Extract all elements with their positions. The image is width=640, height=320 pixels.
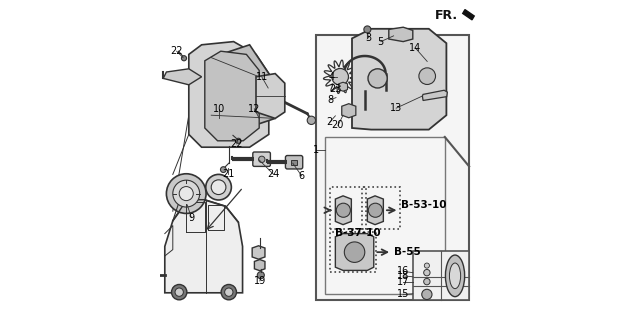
- Text: 13: 13: [390, 103, 403, 113]
- Polygon shape: [165, 200, 243, 293]
- Text: 3: 3: [365, 33, 372, 43]
- Circle shape: [179, 187, 193, 201]
- Circle shape: [175, 288, 184, 296]
- Circle shape: [172, 284, 187, 300]
- Circle shape: [364, 26, 371, 33]
- Polygon shape: [335, 196, 351, 225]
- Text: 10: 10: [213, 104, 225, 114]
- Text: 8: 8: [327, 95, 333, 105]
- Circle shape: [337, 203, 351, 217]
- Polygon shape: [367, 196, 383, 225]
- Bar: [325, 137, 445, 294]
- Circle shape: [221, 284, 237, 300]
- Ellipse shape: [445, 255, 465, 297]
- Text: 1: 1: [313, 145, 319, 156]
- FancyBboxPatch shape: [253, 152, 270, 166]
- Polygon shape: [339, 82, 348, 91]
- Circle shape: [257, 272, 264, 279]
- Text: 9: 9: [188, 212, 195, 223]
- Bar: [330, 232, 376, 272]
- Circle shape: [419, 68, 435, 84]
- Text: 24: 24: [268, 169, 280, 180]
- Circle shape: [307, 116, 316, 124]
- Circle shape: [225, 288, 233, 296]
- Text: 14: 14: [409, 43, 422, 53]
- Circle shape: [424, 263, 429, 268]
- Polygon shape: [211, 45, 275, 131]
- Circle shape: [424, 269, 430, 276]
- Text: 2: 2: [326, 117, 333, 127]
- Text: 15: 15: [397, 289, 410, 300]
- Text: 6: 6: [299, 171, 305, 181]
- Polygon shape: [335, 234, 374, 270]
- Text: 17: 17: [397, 276, 410, 287]
- FancyBboxPatch shape: [285, 156, 303, 169]
- Circle shape: [173, 180, 200, 207]
- Circle shape: [211, 180, 226, 195]
- Bar: [413, 251, 468, 300]
- Circle shape: [259, 156, 265, 163]
- Text: B-37-10: B-37-10: [335, 228, 380, 238]
- Circle shape: [422, 289, 432, 300]
- Circle shape: [236, 138, 241, 143]
- Polygon shape: [352, 29, 447, 130]
- Circle shape: [332, 68, 349, 85]
- Polygon shape: [422, 90, 447, 100]
- Text: 11: 11: [255, 72, 268, 82]
- Bar: [291, 160, 297, 165]
- Text: 16: 16: [397, 266, 410, 276]
- Polygon shape: [189, 42, 269, 147]
- Circle shape: [220, 167, 227, 172]
- Text: 5: 5: [378, 36, 384, 47]
- Circle shape: [206, 174, 232, 200]
- Bar: [362, 187, 400, 229]
- Circle shape: [369, 203, 383, 217]
- Text: FR.: FR.: [435, 9, 458, 21]
- Polygon shape: [205, 51, 259, 141]
- Polygon shape: [256, 74, 285, 118]
- Polygon shape: [163, 69, 202, 85]
- Circle shape: [424, 278, 430, 285]
- Text: 21: 21: [222, 169, 234, 180]
- Text: B-53-10: B-53-10: [401, 200, 446, 211]
- Text: 20: 20: [332, 120, 344, 131]
- Bar: [316, 35, 469, 300]
- Circle shape: [182, 56, 187, 61]
- Polygon shape: [252, 246, 265, 259]
- Circle shape: [344, 242, 365, 262]
- Circle shape: [166, 174, 206, 213]
- Text: 22: 22: [230, 139, 243, 149]
- Text: 4: 4: [328, 72, 334, 82]
- Text: 18: 18: [397, 271, 410, 281]
- Polygon shape: [388, 27, 413, 42]
- Text: 23: 23: [329, 84, 342, 94]
- Polygon shape: [254, 260, 265, 271]
- Polygon shape: [342, 104, 356, 118]
- Text: 12: 12: [248, 104, 260, 114]
- Ellipse shape: [449, 263, 461, 289]
- Text: 19: 19: [253, 276, 266, 286]
- Circle shape: [368, 69, 387, 88]
- Bar: [330, 187, 367, 229]
- Text: B-55: B-55: [394, 247, 421, 257]
- Text: 22: 22: [170, 46, 183, 56]
- Polygon shape: [463, 10, 474, 20]
